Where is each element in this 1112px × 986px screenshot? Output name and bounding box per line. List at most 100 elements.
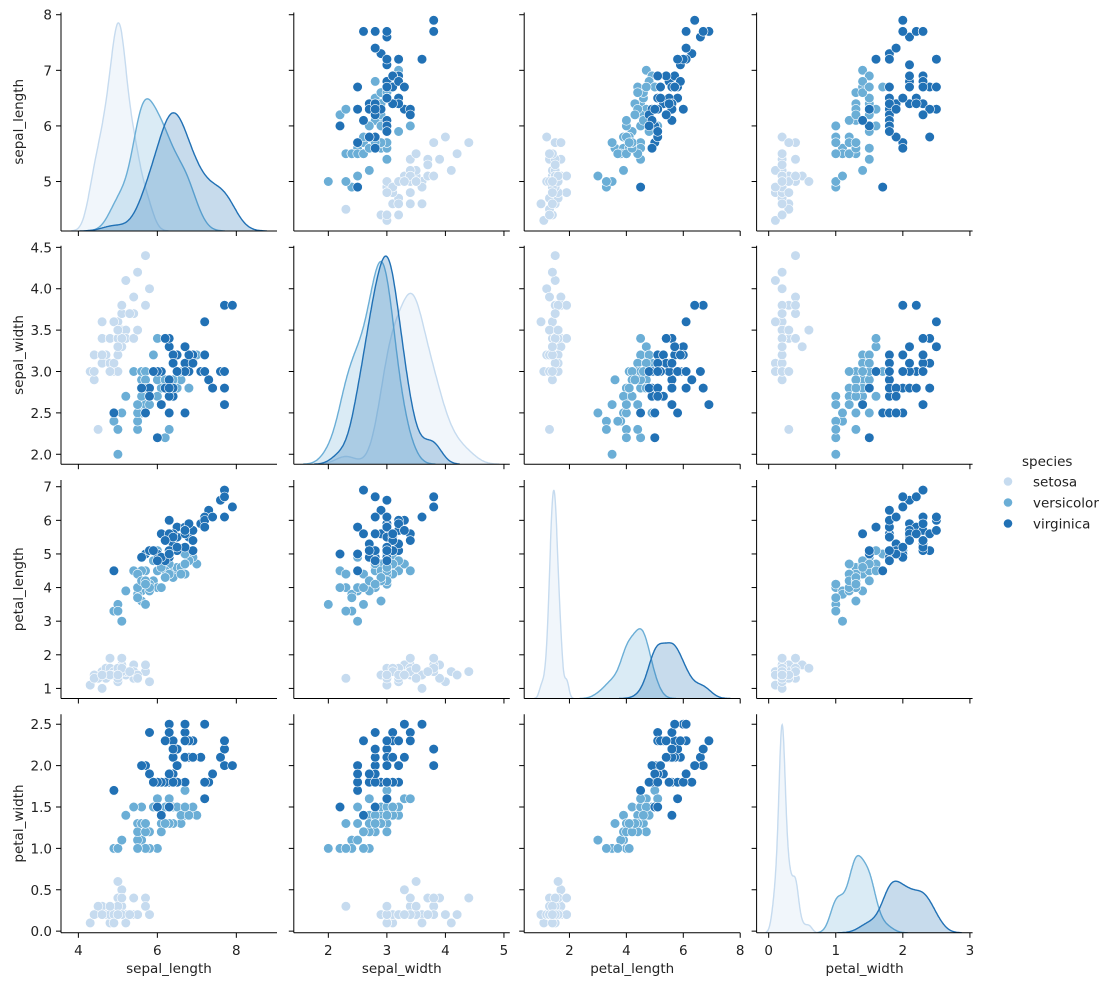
- point-versicolor: [358, 582, 369, 593]
- panel-sepal_width-vs-sepal_width: [288, 245, 510, 470]
- plot-area: [70, 22, 267, 231]
- point-versicolor: [837, 616, 848, 627]
- point-virginica: [399, 525, 410, 536]
- point-setosa: [535, 316, 547, 327]
- point-virginica: [663, 777, 675, 788]
- point-virginica: [917, 349, 929, 361]
- point-virginica: [164, 768, 175, 780]
- point-virginica: [370, 491, 381, 502]
- point-versicolor: [112, 424, 123, 435]
- point-virginica: [635, 182, 646, 193]
- point-setosa: [440, 909, 451, 920]
- kde-fill-versicolor: [86, 98, 225, 231]
- point-versicolor: [405, 565, 416, 576]
- point-virginica: [352, 548, 363, 560]
- point-setosa: [416, 198, 428, 209]
- point-virginica: [890, 391, 902, 402]
- point-versicolor: [387, 801, 398, 813]
- kde-fill-virginica: [837, 881, 962, 933]
- point-setosa: [112, 909, 123, 920]
- point-versicolor: [857, 366, 868, 377]
- point-virginica: [152, 432, 163, 443]
- point-setosa: [422, 159, 433, 170]
- point-versicolor: [164, 424, 175, 435]
- point-versicolor: [323, 843, 334, 854]
- point-virginica: [352, 565, 363, 576]
- point-versicolor: [857, 65, 868, 76]
- point-setosa: [803, 663, 815, 674]
- plot-area: [303, 255, 500, 465]
- point-virginica: [917, 518, 929, 529]
- point-virginica: [911, 98, 922, 109]
- point-virginica: [680, 719, 692, 730]
- point-virginica: [661, 752, 672, 763]
- point-setosa: [452, 148, 463, 159]
- point-versicolor: [850, 109, 862, 120]
- point-virginica: [675, 349, 686, 361]
- kde-fill-versicolor: [303, 261, 436, 465]
- point-virginica: [904, 31, 915, 43]
- point-virginica: [917, 333, 929, 344]
- point-versicolor: [624, 383, 635, 394]
- kde-fill-setosa: [534, 490, 574, 699]
- y-tick-label: 6: [43, 119, 52, 135]
- kde-line-virginica: [619, 642, 731, 699]
- y-axis-label-petal_length: petal_length: [11, 547, 27, 631]
- point-virginica: [884, 505, 895, 516]
- point-setosa: [132, 325, 143, 336]
- point-virginica: [904, 341, 915, 352]
- point-virginica: [148, 545, 159, 556]
- point-virginica: [352, 137, 363, 148]
- point-setosa: [112, 876, 123, 887]
- point-virginica: [168, 777, 179, 788]
- point-versicolor: [830, 399, 841, 410]
- point-virginica: [661, 735, 672, 746]
- y-tick-label: 5: [43, 175, 52, 191]
- point-versicolor: [352, 801, 363, 813]
- point-virginica: [187, 535, 198, 546]
- y-tick-label: 7: [43, 480, 52, 496]
- panel-sepal_length-vs-petal_width: [751, 12, 973, 236]
- point-versicolor: [830, 424, 841, 435]
- point-setosa: [112, 669, 123, 681]
- point-virginica: [352, 104, 363, 115]
- point-virginica: [666, 358, 678, 369]
- point-versicolor: [156, 582, 167, 593]
- point-setosa: [561, 170, 572, 182]
- point-setosa: [776, 148, 788, 159]
- point-setosa: [128, 291, 139, 303]
- point-setosa: [541, 131, 552, 143]
- point-virginica: [144, 391, 155, 402]
- point-versicolor: [830, 579, 841, 590]
- y-tick-label: 2.5: [31, 717, 52, 733]
- point-virginica: [428, 760, 439, 771]
- point-virginica: [381, 26, 393, 37]
- point-setosa: [797, 341, 808, 352]
- point-setosa: [411, 663, 422, 674]
- point-setosa: [399, 884, 410, 895]
- y-tick-label: 1: [43, 681, 52, 697]
- point-versicolor: [618, 165, 629, 176]
- point-versicolor: [830, 120, 841, 131]
- point-versicolor: [844, 115, 855, 126]
- point-virginica: [381, 511, 393, 523]
- point-virginica: [689, 300, 700, 311]
- point-setosa: [116, 892, 127, 904]
- point-virginica: [655, 760, 666, 771]
- point-virginica: [393, 760, 404, 771]
- point-virginica: [646, 143, 658, 154]
- panel-petal_length-vs-petal_length: [519, 480, 741, 704]
- point-setosa: [340, 901, 352, 912]
- point-virginica: [680, 366, 692, 377]
- point-virginica: [904, 81, 915, 93]
- point-setosa: [446, 165, 457, 176]
- point-setosa: [120, 917, 131, 929]
- point-versicolor: [621, 115, 632, 126]
- legend-marker-virginica: [1003, 518, 1013, 529]
- point-versicolor: [830, 137, 841, 148]
- point-virginica: [931, 81, 942, 93]
- point-virginica: [884, 555, 895, 566]
- x-tick-label: 4: [622, 943, 631, 959]
- point-setosa: [783, 366, 794, 377]
- point-virginica: [428, 26, 439, 37]
